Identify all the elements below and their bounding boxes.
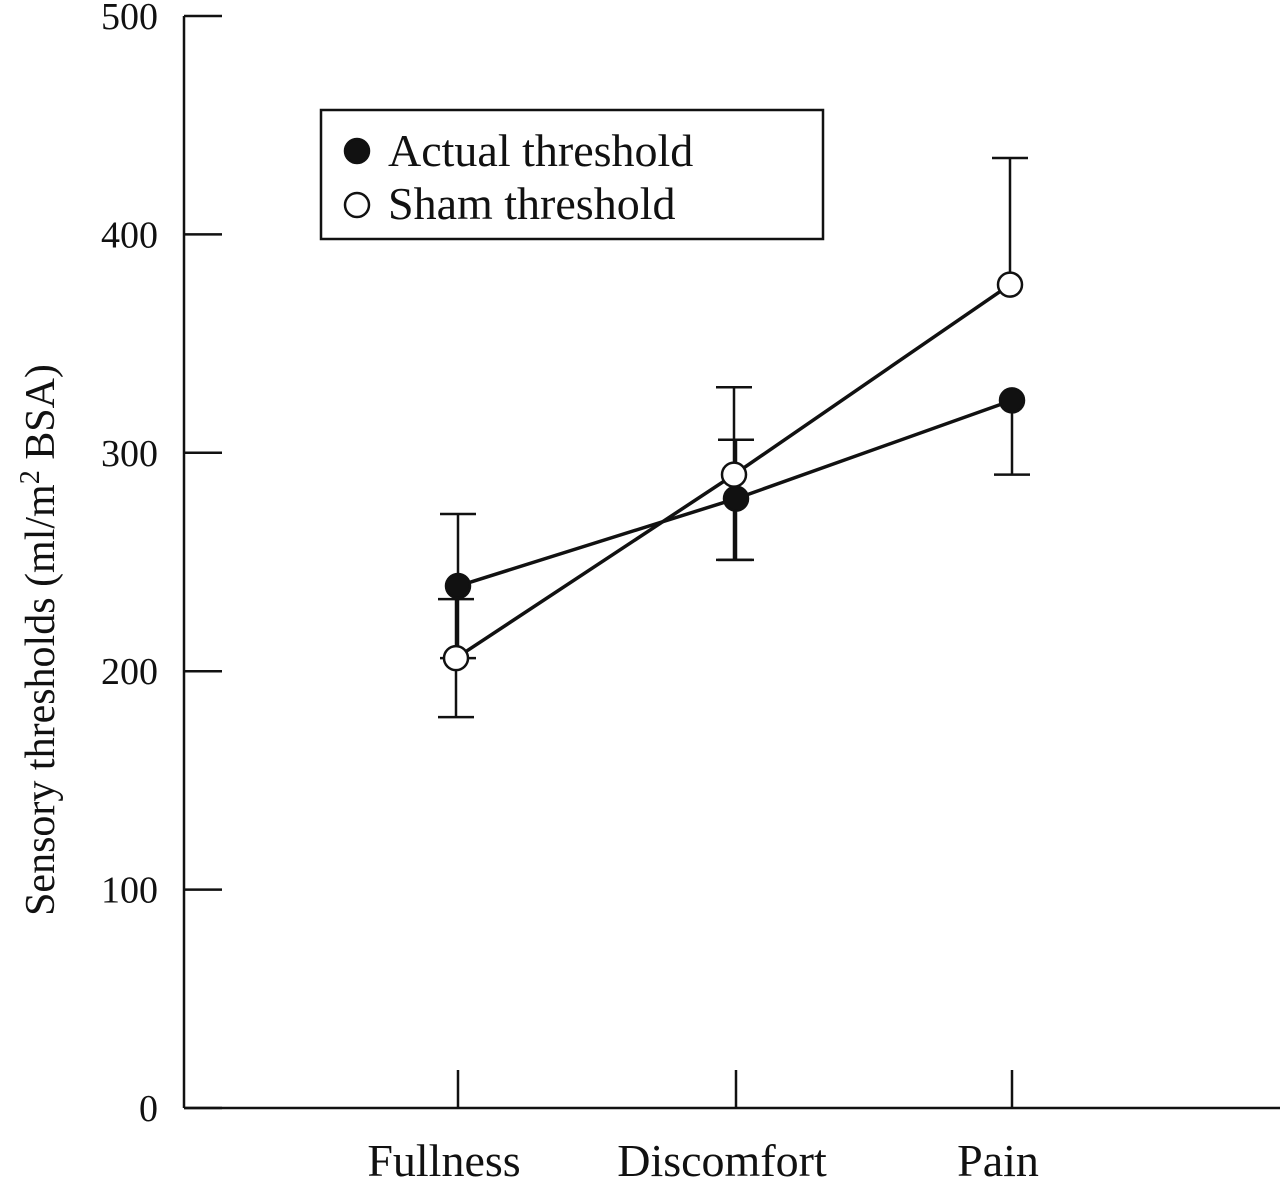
y-axis-title: Sensory thresholds (ml/m2 BSA) bbox=[15, 364, 65, 916]
x-category-label: Discomfort bbox=[617, 1135, 827, 1177]
x-category-label: Fullness bbox=[367, 1135, 520, 1177]
data-point-actual bbox=[998, 387, 1026, 414]
legend-marker-sham bbox=[343, 191, 371, 219]
data-points bbox=[442, 271, 1026, 672]
axes bbox=[182, 16, 1280, 1110]
y-tick-label: 0 bbox=[139, 1088, 158, 1130]
data-point-actual bbox=[444, 572, 472, 600]
data-point-sham bbox=[720, 461, 748, 488]
data-point-actual bbox=[722, 485, 750, 512]
error-bars bbox=[438, 156, 1030, 719]
legend-label-actual: Actual threshold bbox=[388, 125, 693, 176]
y-tick-label: 500 bbox=[101, 0, 158, 38]
data-point-sham bbox=[442, 644, 470, 672]
y-tick-label: 300 bbox=[101, 433, 158, 475]
x-ticks: Fullness Discomfort Pain bbox=[367, 1070, 1039, 1177]
data-point-sham bbox=[996, 271, 1024, 298]
legend-box bbox=[319, 108, 825, 241]
legend-marker-actual bbox=[343, 137, 371, 165]
y-tick-label: 100 bbox=[101, 870, 158, 912]
legend-label-sham: Sham threshold bbox=[388, 178, 675, 229]
y-tick-label: 200 bbox=[101, 651, 158, 693]
legend: Actual threshold Sham threshold bbox=[319, 108, 825, 241]
y-tick-label: 400 bbox=[101, 214, 158, 256]
x-category-label: Pain bbox=[957, 1135, 1039, 1177]
y-ticks: 0 100 200 300 400 500 bbox=[101, 0, 222, 1130]
